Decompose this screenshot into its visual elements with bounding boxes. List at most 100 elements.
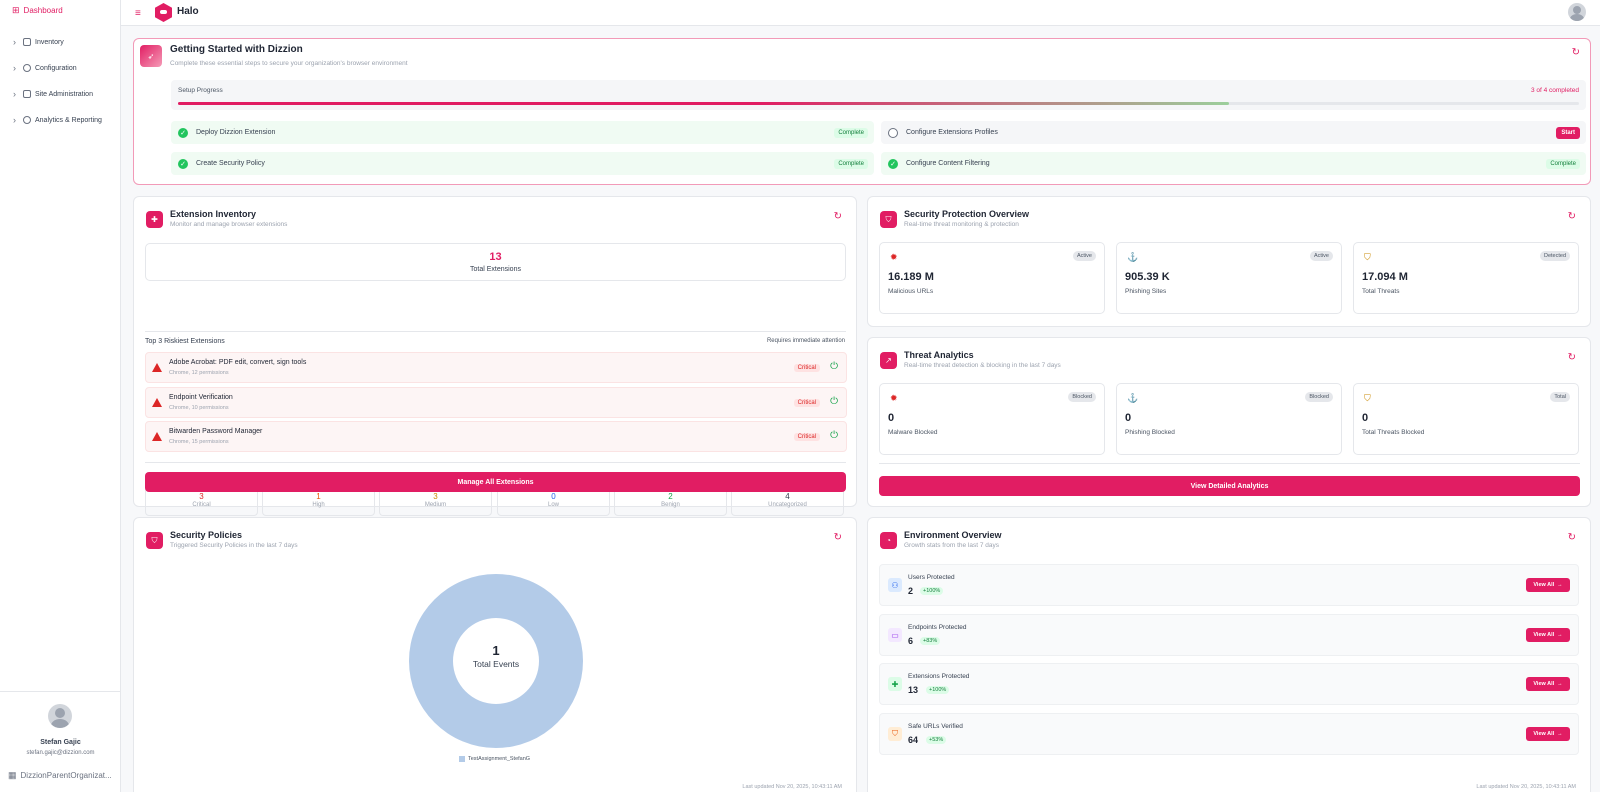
progress-fill (178, 102, 1229, 105)
env-label: Endpoints Protected (908, 624, 967, 631)
center-label: Total Events (472, 659, 520, 669)
card-subtitle: Triggered Security Policies in the last … (170, 542, 298, 549)
view-all-button[interactable]: View All → (1526, 677, 1570, 691)
power-icon[interactable]: ⏻ (830, 430, 838, 441)
sidebar-item-label: Inventory (35, 38, 64, 46)
severity-label: Uncategorized (768, 502, 807, 508)
extension-meta: Chrome, 12 permissions (169, 370, 229, 376)
risky-extension-item[interactable]: Bitwarden Password Manager Chrome, 15 pe… (145, 421, 847, 452)
building-icon: ▦ (8, 770, 17, 780)
extension-inventory-card: ✚ Extension Inventory Monitor and manage… (133, 196, 857, 516)
donut-slice[interactable] (409, 573, 583, 749)
stat-label: Total Threats Blocked (1362, 429, 1425, 436)
refresh-icon[interactable]: ↻ (1567, 211, 1576, 222)
step-configure-profiles: Configure Extensions Profiles Start (881, 121, 1586, 144)
progress-label: Setup Progress (178, 87, 223, 94)
button-label: View All (1533, 681, 1555, 687)
severity-count: 1 (316, 492, 321, 501)
stat-label: Total Threats (1362, 288, 1400, 295)
legend-label: TestAssignment_StefanG (468, 756, 531, 762)
stat-label: Phishing Sites (1125, 288, 1167, 295)
menu-toggle-icon[interactable]: ≡ (135, 8, 141, 19)
shield-icon: ⛉ (1364, 393, 1371, 403)
sidebar-item-analytics[interactable]: › Analytics & Reporting (13, 115, 102, 125)
risky-extension-item[interactable]: Endpoint Verification Chrome, 10 permiss… (145, 387, 847, 418)
view-analytics-button[interactable]: View Detailed Analytics (879, 476, 1580, 496)
chevron-right-icon: › (13, 89, 16, 99)
refresh-icon[interactable]: ↻ (1567, 352, 1576, 363)
status-badge: Blocked (1305, 392, 1333, 402)
power-icon[interactable]: ⏻ (830, 396, 838, 407)
button-label: View All (1533, 731, 1555, 737)
user-name: Stefan Gajic (40, 739, 81, 746)
user-profile: Stefan Gajic stefan.gajic@dizzion.com ▦ … (0, 691, 121, 792)
view-all-button[interactable]: View All → (1526, 727, 1570, 741)
view-all-button[interactable]: View All → (1526, 578, 1570, 592)
step-label: Configure Extensions Profiles (906, 129, 998, 136)
top-risky-label: Top 3 Riskiest Extensions (145, 338, 225, 345)
arrow-right-icon: → (1557, 731, 1563, 737)
sidebar-item-label: Dashboard (23, 6, 63, 15)
step-content-filtering: ✓ Configure Content Filtering Complete (881, 152, 1586, 175)
rocket-icon: ➶ (140, 45, 162, 67)
arrow-right-icon: → (1557, 632, 1563, 638)
threat-analytics-card: ↗ Threat Analytics Real-time threat dete… (867, 337, 1591, 507)
progress-track (178, 102, 1579, 105)
checklist-icon (23, 38, 31, 46)
severity-label: Low (547, 502, 559, 508)
view-all-button[interactable]: View All → (1526, 628, 1570, 642)
button-label: View All (1533, 632, 1555, 638)
org-selector[interactable]: ▦ DizzionParentOrganizat... (8, 770, 118, 781)
sidebar-item-configuration[interactable]: › Configuration (13, 63, 77, 73)
risky-extension-item[interactable]: Adobe Acrobat: PDF edit, convert, sign t… (145, 352, 847, 383)
chevron-right-icon: › (13, 37, 16, 47)
total-extensions: 13 Total Extensions (145, 243, 846, 281)
status-badge: Complete (834, 158, 868, 169)
change-badge: +53% (926, 736, 947, 744)
refresh-icon[interactable]: ↻ (833, 211, 842, 222)
env-label: Safe URLs Verified (908, 723, 963, 730)
env-safe-urls: ⛉ Safe URLs Verified 64 +53% View All → (879, 713, 1579, 755)
stat-total-threats: ⛉ Detected 17.094 M Total Threats (1353, 242, 1579, 314)
setup-progress: Setup Progress 3 of 4 completed (171, 80, 1586, 110)
sidebar-item-dashboard[interactable]: ⊞ Dashboard (12, 5, 63, 16)
status-badge: Active (1310, 251, 1333, 261)
refresh-icon[interactable]: ↻ (833, 532, 842, 543)
sidebar-item-site-administration[interactable]: › Site Administration (13, 89, 93, 99)
card-title: Security Policies (170, 530, 243, 540)
puzzle-icon: ✚ (888, 677, 902, 691)
avatar[interactable] (48, 704, 72, 728)
severity-badge: Critical (793, 364, 820, 372)
card-subtitle: Complete these essential steps to secure… (170, 60, 408, 67)
progress-count: 3 of 4 completed (1530, 87, 1579, 94)
status-badge: Blocked (1068, 392, 1096, 402)
user-email: stefan.gajic@dizzion.com (26, 750, 95, 756)
change-badge: +100% (920, 587, 944, 595)
bug-icon: ✹ (890, 252, 898, 262)
hook-icon: ⚓ (1127, 393, 1139, 403)
power-icon[interactable]: ⏻ (830, 361, 838, 372)
refresh-icon[interactable]: ↻ (1567, 532, 1576, 543)
stat-value: 0 (1362, 412, 1369, 424)
start-button[interactable]: Start (1556, 126, 1580, 139)
card-title: Threat Analytics (904, 350, 974, 360)
severity-count: 3 (199, 492, 204, 501)
refresh-icon[interactable]: ↻ (1571, 47, 1580, 58)
shield-icon: ⛉ (1364, 252, 1371, 262)
avatar[interactable] (1568, 3, 1586, 21)
shield-icon: ⛉ (146, 532, 163, 549)
stat-value: 0 (1125, 412, 1132, 424)
last-updated: Last updated Nov 20, 2025, 10:43:11 AM (742, 784, 842, 790)
status-badge: Total (1550, 392, 1570, 402)
attention-label: Requires immediate attention (766, 338, 845, 344)
manage-extensions-button[interactable]: Manage All Extensions (145, 472, 846, 492)
card-subtitle: Growth stats from the last 7 days (904, 542, 1000, 549)
chart-legend: TestAssignment_StefanG (459, 756, 530, 762)
sidebar-item-inventory[interactable]: › Inventory (13, 37, 64, 47)
donut-center: 1 Total Events (408, 643, 584, 669)
sidebar: ⊞ Dashboard › Inventory › Configuration … (0, 0, 121, 792)
chevron-right-icon: › (13, 115, 16, 125)
change-badge: +100% (926, 686, 950, 694)
card-title: Getting Started with Dizzion (170, 44, 303, 55)
severity-count: 0 (551, 492, 556, 501)
